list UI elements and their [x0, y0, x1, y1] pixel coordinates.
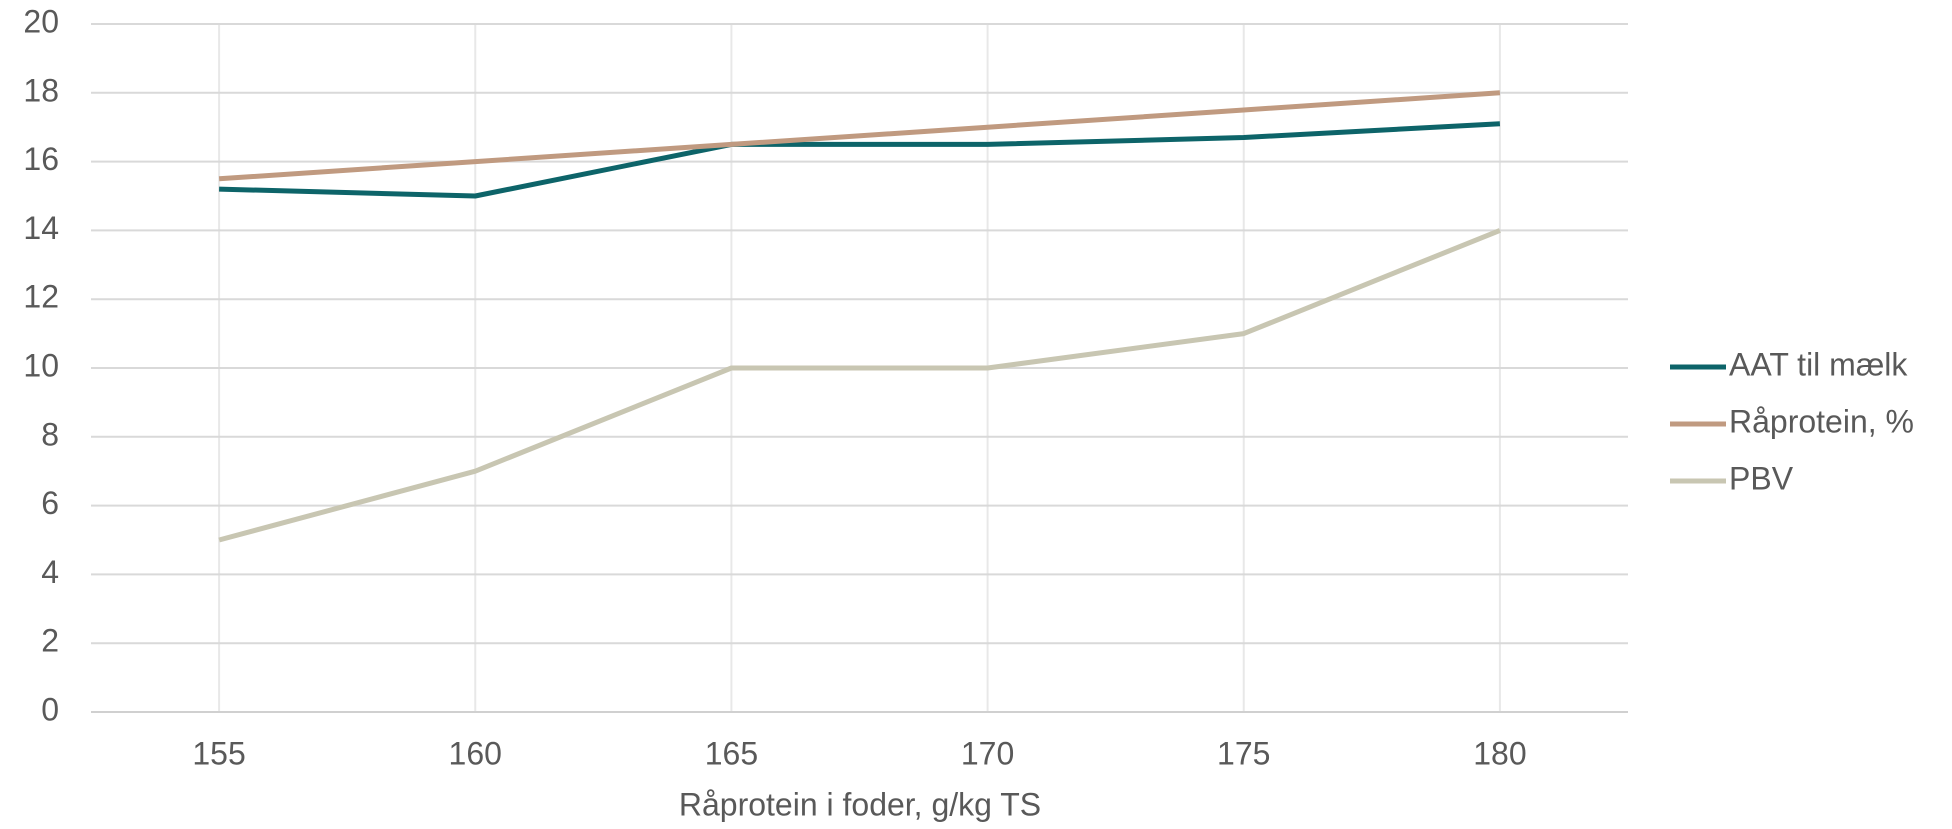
line	[218, 90, 1501, 182]
x-tick-label: 175	[1217, 735, 1270, 771]
x-tick-label: 180	[1473, 735, 1526, 771]
x-tick-label: 170	[961, 735, 1014, 771]
x-tick-label: 165	[705, 735, 758, 771]
y-tick-label: 10	[23, 347, 59, 383]
y-tick-label: 16	[23, 141, 59, 177]
y-tick-label: 4	[41, 554, 59, 590]
y-tick-label: 0	[41, 691, 59, 727]
line	[219, 121, 1501, 199]
y-tick-label: 8	[41, 416, 59, 452]
y-tick-label: 6	[41, 485, 59, 521]
y-tick-label: 12	[23, 279, 59, 315]
x-tick-label: 160	[449, 735, 502, 771]
line	[218, 228, 1501, 543]
y-tick-label: 14	[23, 210, 59, 246]
legend-label: AAT til mælk	[1729, 346, 1908, 382]
y-tick-label: 2	[41, 623, 59, 659]
legend-label: Råprotein, %	[1729, 403, 1914, 439]
x-tick-label: 155	[192, 735, 245, 771]
x-axis-label: Råprotein i foder, g/kg TS	[679, 786, 1041, 822]
y-tick-label: 20	[23, 3, 59, 39]
y-tick-label: 18	[23, 72, 59, 108]
legend-label: PBV	[1729, 460, 1794, 496]
